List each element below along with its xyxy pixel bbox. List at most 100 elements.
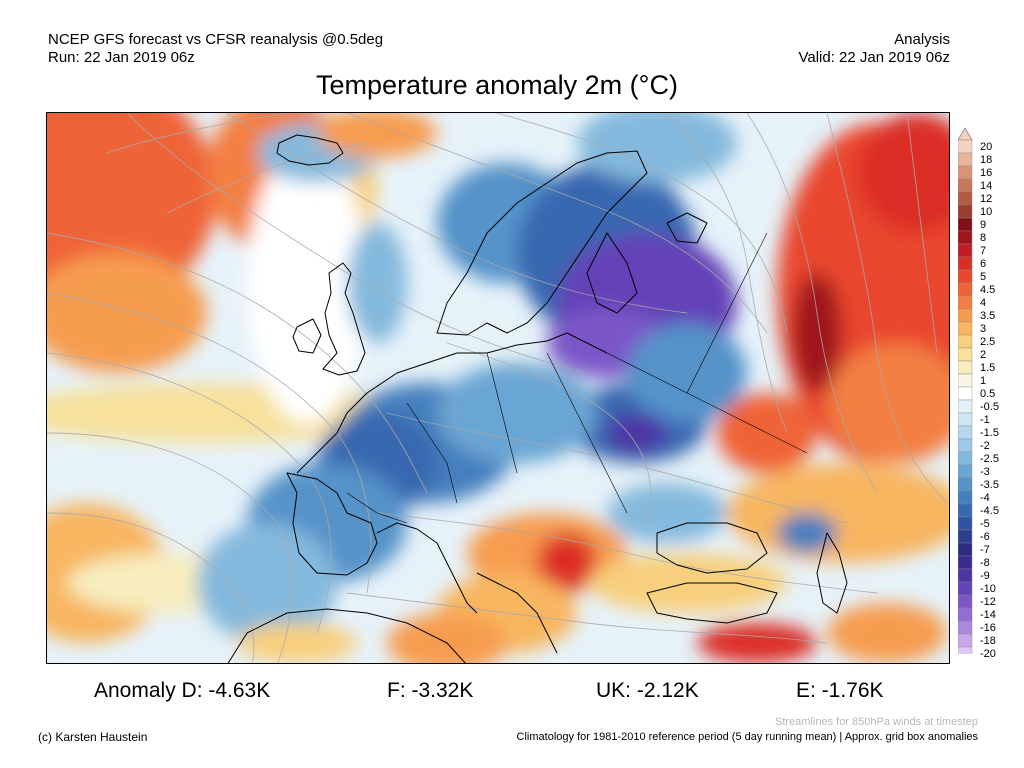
colorbar-label: 4.5 — [980, 284, 996, 296]
colorbar-label: 6 — [980, 258, 987, 270]
colorbar-swatch — [958, 347, 973, 362]
colorbar-swatch — [958, 555, 973, 570]
colorbar-swatch — [958, 490, 973, 505]
colorbar-label: 12 — [980, 193, 993, 205]
colorbar-swatch — [958, 191, 973, 206]
header-left: NCEP GFS forecast vs CFSR reanalysis @0.… — [48, 31, 383, 67]
colorbar-label: -7 — [980, 544, 990, 556]
colorbar-swatch — [958, 217, 973, 232]
model-description: NCEP GFS forecast vs CFSR reanalysis @0.… — [48, 31, 384, 48]
colorbar-swatch — [958, 464, 973, 479]
colorbar-label: 3.5 — [980, 310, 996, 322]
colorbar-label: 16 — [980, 167, 993, 179]
colorbar-swatch — [958, 230, 973, 245]
colorbar-label: -4 — [980, 492, 990, 504]
colorbar-swatch — [958, 204, 973, 219]
colorbar-swatch — [958, 386, 973, 401]
colorbar-swatch — [958, 243, 973, 258]
colorbar-swatch — [958, 529, 973, 544]
colorbar-swatch — [958, 334, 973, 349]
colorbar-top-arrow — [958, 127, 973, 141]
colorbar-label: -8 — [980, 557, 990, 569]
colorbar-swatch — [958, 607, 973, 622]
colorbar-label: -10 — [980, 583, 996, 595]
anomaly-germany: Anomaly D: -4.63K — [94, 679, 271, 702]
colorbar-label: -2 — [980, 440, 990, 452]
anomaly-uk: UK: -2.12K — [596, 679, 699, 702]
anomaly-field — [47, 113, 949, 663]
colorbar-swatch — [958, 581, 973, 596]
colorbar-swatch — [958, 399, 973, 414]
colorbar-label: 0.5 — [980, 388, 996, 400]
colorbar-label: -5 — [980, 518, 990, 530]
colorbar-label: -9 — [980, 570, 990, 582]
colorbar-label: -14 — [980, 609, 996, 621]
colorbar-swatch — [958, 503, 973, 518]
colorbar-label: -16 — [980, 622, 996, 634]
colorbar-swatch — [958, 165, 973, 180]
colorbar-swatch — [958, 477, 973, 492]
colorbar-label: -20 — [980, 648, 996, 660]
colorbar-swatch — [958, 542, 973, 557]
colorbar-label: 18 — [980, 154, 993, 166]
colorbar-label: 1 — [980, 375, 987, 387]
run-time: Run: 22 Jan 2019 06z — [48, 49, 195, 66]
coastlines — [227, 134, 848, 663]
colorbar-label: -12 — [980, 596, 996, 608]
colorbar-swatch — [958, 295, 973, 310]
valid-time: Valid: 22 Jan 2019 06z — [798, 49, 950, 66]
colorbar-swatch — [958, 373, 973, 388]
wind-streamlines — [47, 113, 948, 663]
anomaly-spain: E: -1.76K — [796, 679, 884, 702]
colorbar-label: -4.5 — [980, 505, 999, 517]
colorbar-label: 1.5 — [980, 362, 996, 374]
anomaly-france: F: -3.32K — [387, 679, 474, 702]
colorbar-swatch — [958, 178, 973, 193]
colorbar-swatch — [958, 516, 973, 531]
colorbar-swatch — [958, 139, 973, 154]
colorbar-swatch — [958, 425, 973, 440]
colorbar-label: 8 — [980, 232, 987, 244]
colorbar-label: 3 — [980, 323, 987, 335]
map-title: Temperature anomaly 2m (°C) — [316, 70, 678, 100]
colorbar-label: 10 — [980, 206, 993, 218]
colorbar-swatch — [958, 269, 973, 284]
colorbar-swatch — [958, 308, 973, 323]
colorbar-label: -3.5 — [980, 479, 999, 491]
colorbar-label: -6 — [980, 531, 990, 543]
anomaly-map — [46, 112, 950, 664]
colorbar-label: -3 — [980, 466, 990, 478]
colorbar-label: -1.5 — [980, 427, 999, 439]
credit: (c) Karsten Haustein — [38, 730, 148, 744]
analysis-label: Analysis — [894, 31, 950, 48]
colorbar-swatch — [958, 321, 973, 336]
colorbar-label: 2.5 — [980, 336, 996, 348]
colorbar-swatch — [958, 568, 973, 583]
colorbar-swatch — [958, 152, 973, 167]
colorbar-swatch — [958, 438, 973, 453]
colorbar-label: 7 — [980, 245, 987, 257]
colorbar-label: -0.5 — [980, 401, 999, 413]
colorbar-label: 5 — [980, 271, 987, 283]
colorbar-label: 20 — [980, 141, 993, 153]
colorbar-label: -2.5 — [980, 453, 999, 465]
colorbar-swatch — [958, 620, 973, 635]
colorbar-swatch — [958, 256, 973, 271]
colorbar-label: 2 — [980, 349, 987, 361]
streamline-note: Streamlines for 850hPa winds at timestep — [775, 716, 978, 728]
colorbar-swatch — [958, 451, 973, 466]
colorbar-swatch — [958, 282, 973, 297]
map-canvas — [47, 113, 949, 663]
colorbar-swatch — [958, 633, 973, 648]
colorbar-label: -1 — [980, 414, 990, 426]
colorbar-label: 14 — [980, 180, 993, 192]
colorbar-label: 9 — [980, 219, 987, 231]
colorbar-swatch — [958, 646, 973, 654]
colorbar-swatch — [958, 360, 973, 375]
colorbar-swatch — [958, 594, 973, 609]
header-right: Analysis Valid: 22 Jan 2019 06z — [798, 31, 950, 67]
climatology-note: Climatology for 1981-2010 reference peri… — [516, 731, 978, 743]
colorbar-label: -18 — [980, 635, 996, 647]
colorbar — [958, 127, 973, 654]
colorbar-label: 4 — [980, 297, 987, 309]
